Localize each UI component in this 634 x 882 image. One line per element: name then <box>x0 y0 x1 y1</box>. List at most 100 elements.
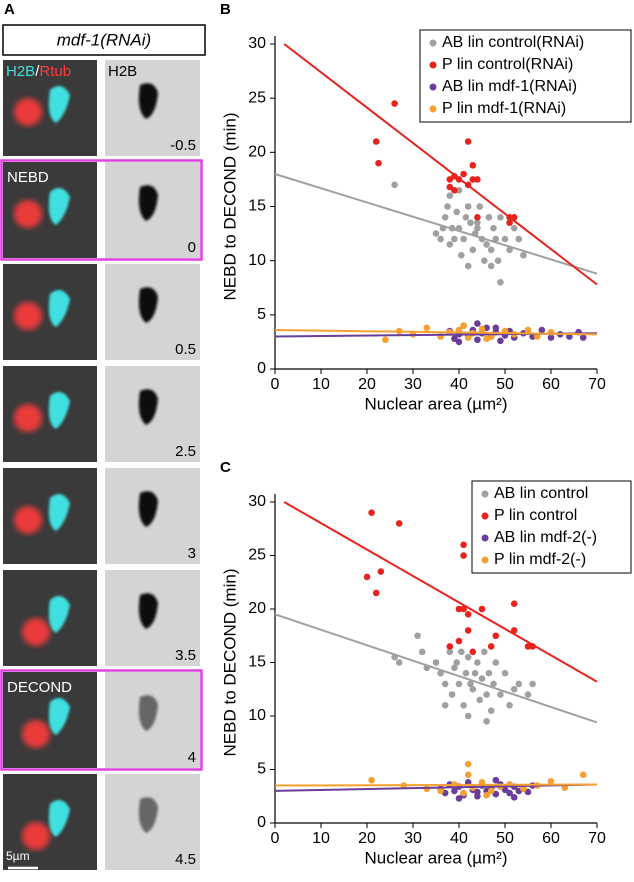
trend-line <box>274 613 598 724</box>
channel-channel_sep: / <box>35 63 40 80</box>
point <box>444 203 451 210</box>
channel-label: H2B/Rtub <box>6 63 71 80</box>
y-tick-label: 15 <box>248 654 266 671</box>
point <box>460 552 467 559</box>
point <box>474 219 481 227</box>
point <box>497 691 504 698</box>
point <box>501 669 509 677</box>
point <box>368 509 375 516</box>
point <box>506 789 513 797</box>
panel-a: A mdf-1(RNAi) <box>2 1 206 56</box>
point <box>520 251 527 259</box>
point <box>520 785 527 793</box>
panel-label: C <box>220 459 231 476</box>
point <box>501 786 509 794</box>
chromatin-signal <box>48 494 70 531</box>
trend-line <box>274 173 598 275</box>
point <box>368 776 375 784</box>
point <box>460 170 467 178</box>
chromatin-gray <box>138 593 158 629</box>
point <box>441 214 449 221</box>
spindle-signal <box>14 98 42 126</box>
point <box>492 790 500 798</box>
trend-line <box>274 783 598 787</box>
point <box>372 589 380 597</box>
point <box>474 320 481 327</box>
point <box>464 138 472 145</box>
point <box>538 326 546 334</box>
point <box>474 214 481 221</box>
point <box>464 712 472 720</box>
y-tick-label: 20 <box>248 600 266 617</box>
x-tick-label: 30 <box>404 830 422 847</box>
y-tick-label: 15 <box>248 198 266 215</box>
y-tick-label: 10 <box>248 252 266 269</box>
spindle-signal <box>22 720 50 748</box>
point <box>464 653 472 661</box>
legend-marker <box>429 39 437 47</box>
point <box>492 776 500 784</box>
x-tick-label: 20 <box>358 376 376 393</box>
point <box>462 214 470 221</box>
chromatin-gray <box>138 83 158 119</box>
y-tick-label: 10 <box>248 707 266 724</box>
y-tick-label: 25 <box>248 89 266 106</box>
point <box>446 648 454 656</box>
legend-marker <box>481 490 489 498</box>
trend-line <box>274 329 598 336</box>
point <box>458 251 465 259</box>
legend-marker <box>481 556 489 564</box>
point <box>395 659 403 666</box>
point <box>478 605 486 613</box>
time-label: 2.5 <box>175 443 196 460</box>
legend-box <box>471 480 632 574</box>
legend-marker <box>429 83 437 91</box>
y-tick-label: 5 <box>257 306 266 323</box>
channel-channel_tub: Rtub <box>39 63 71 80</box>
x-tick-label: 60 <box>542 830 560 847</box>
point <box>451 235 458 243</box>
point <box>524 788 532 796</box>
y-tick-label: 25 <box>248 547 266 564</box>
point <box>467 219 474 227</box>
y-tick-label: 30 <box>248 35 266 52</box>
event-frame <box>0 669 203 771</box>
time-label: 3 <box>188 545 196 562</box>
event-label: NEBD <box>7 169 49 186</box>
legend-marker <box>481 534 489 542</box>
channel-channel_h2b: H2B <box>6 63 35 80</box>
point <box>448 691 456 698</box>
point <box>437 787 444 795</box>
point <box>455 186 463 194</box>
point <box>432 659 440 666</box>
point <box>478 675 486 682</box>
y-tick-label: 0 <box>257 814 266 831</box>
y-tick-label: 0 <box>257 360 266 377</box>
trend-line <box>283 43 598 286</box>
point <box>492 632 500 640</box>
point <box>579 771 587 779</box>
point <box>469 685 477 693</box>
point <box>487 707 495 714</box>
legend-label: AB lin mdf-2(-) <box>494 529 597 546</box>
point <box>446 241 454 248</box>
point <box>490 224 497 232</box>
point <box>446 176 454 183</box>
point <box>464 203 472 210</box>
time-label: -0.5 <box>170 137 196 154</box>
point <box>510 224 518 232</box>
point <box>432 230 440 237</box>
point <box>478 325 486 333</box>
point <box>524 691 532 698</box>
point <box>476 696 484 704</box>
point <box>460 605 467 613</box>
chromatin-gray <box>138 185 158 221</box>
point <box>483 241 490 248</box>
point <box>464 627 472 634</box>
point <box>547 334 555 341</box>
legend-label: P lin control(RNAi) <box>442 56 573 73</box>
time-label: 4.5 <box>175 851 196 868</box>
point <box>469 648 477 656</box>
y-tick-label: 20 <box>248 144 266 161</box>
point <box>481 648 488 656</box>
